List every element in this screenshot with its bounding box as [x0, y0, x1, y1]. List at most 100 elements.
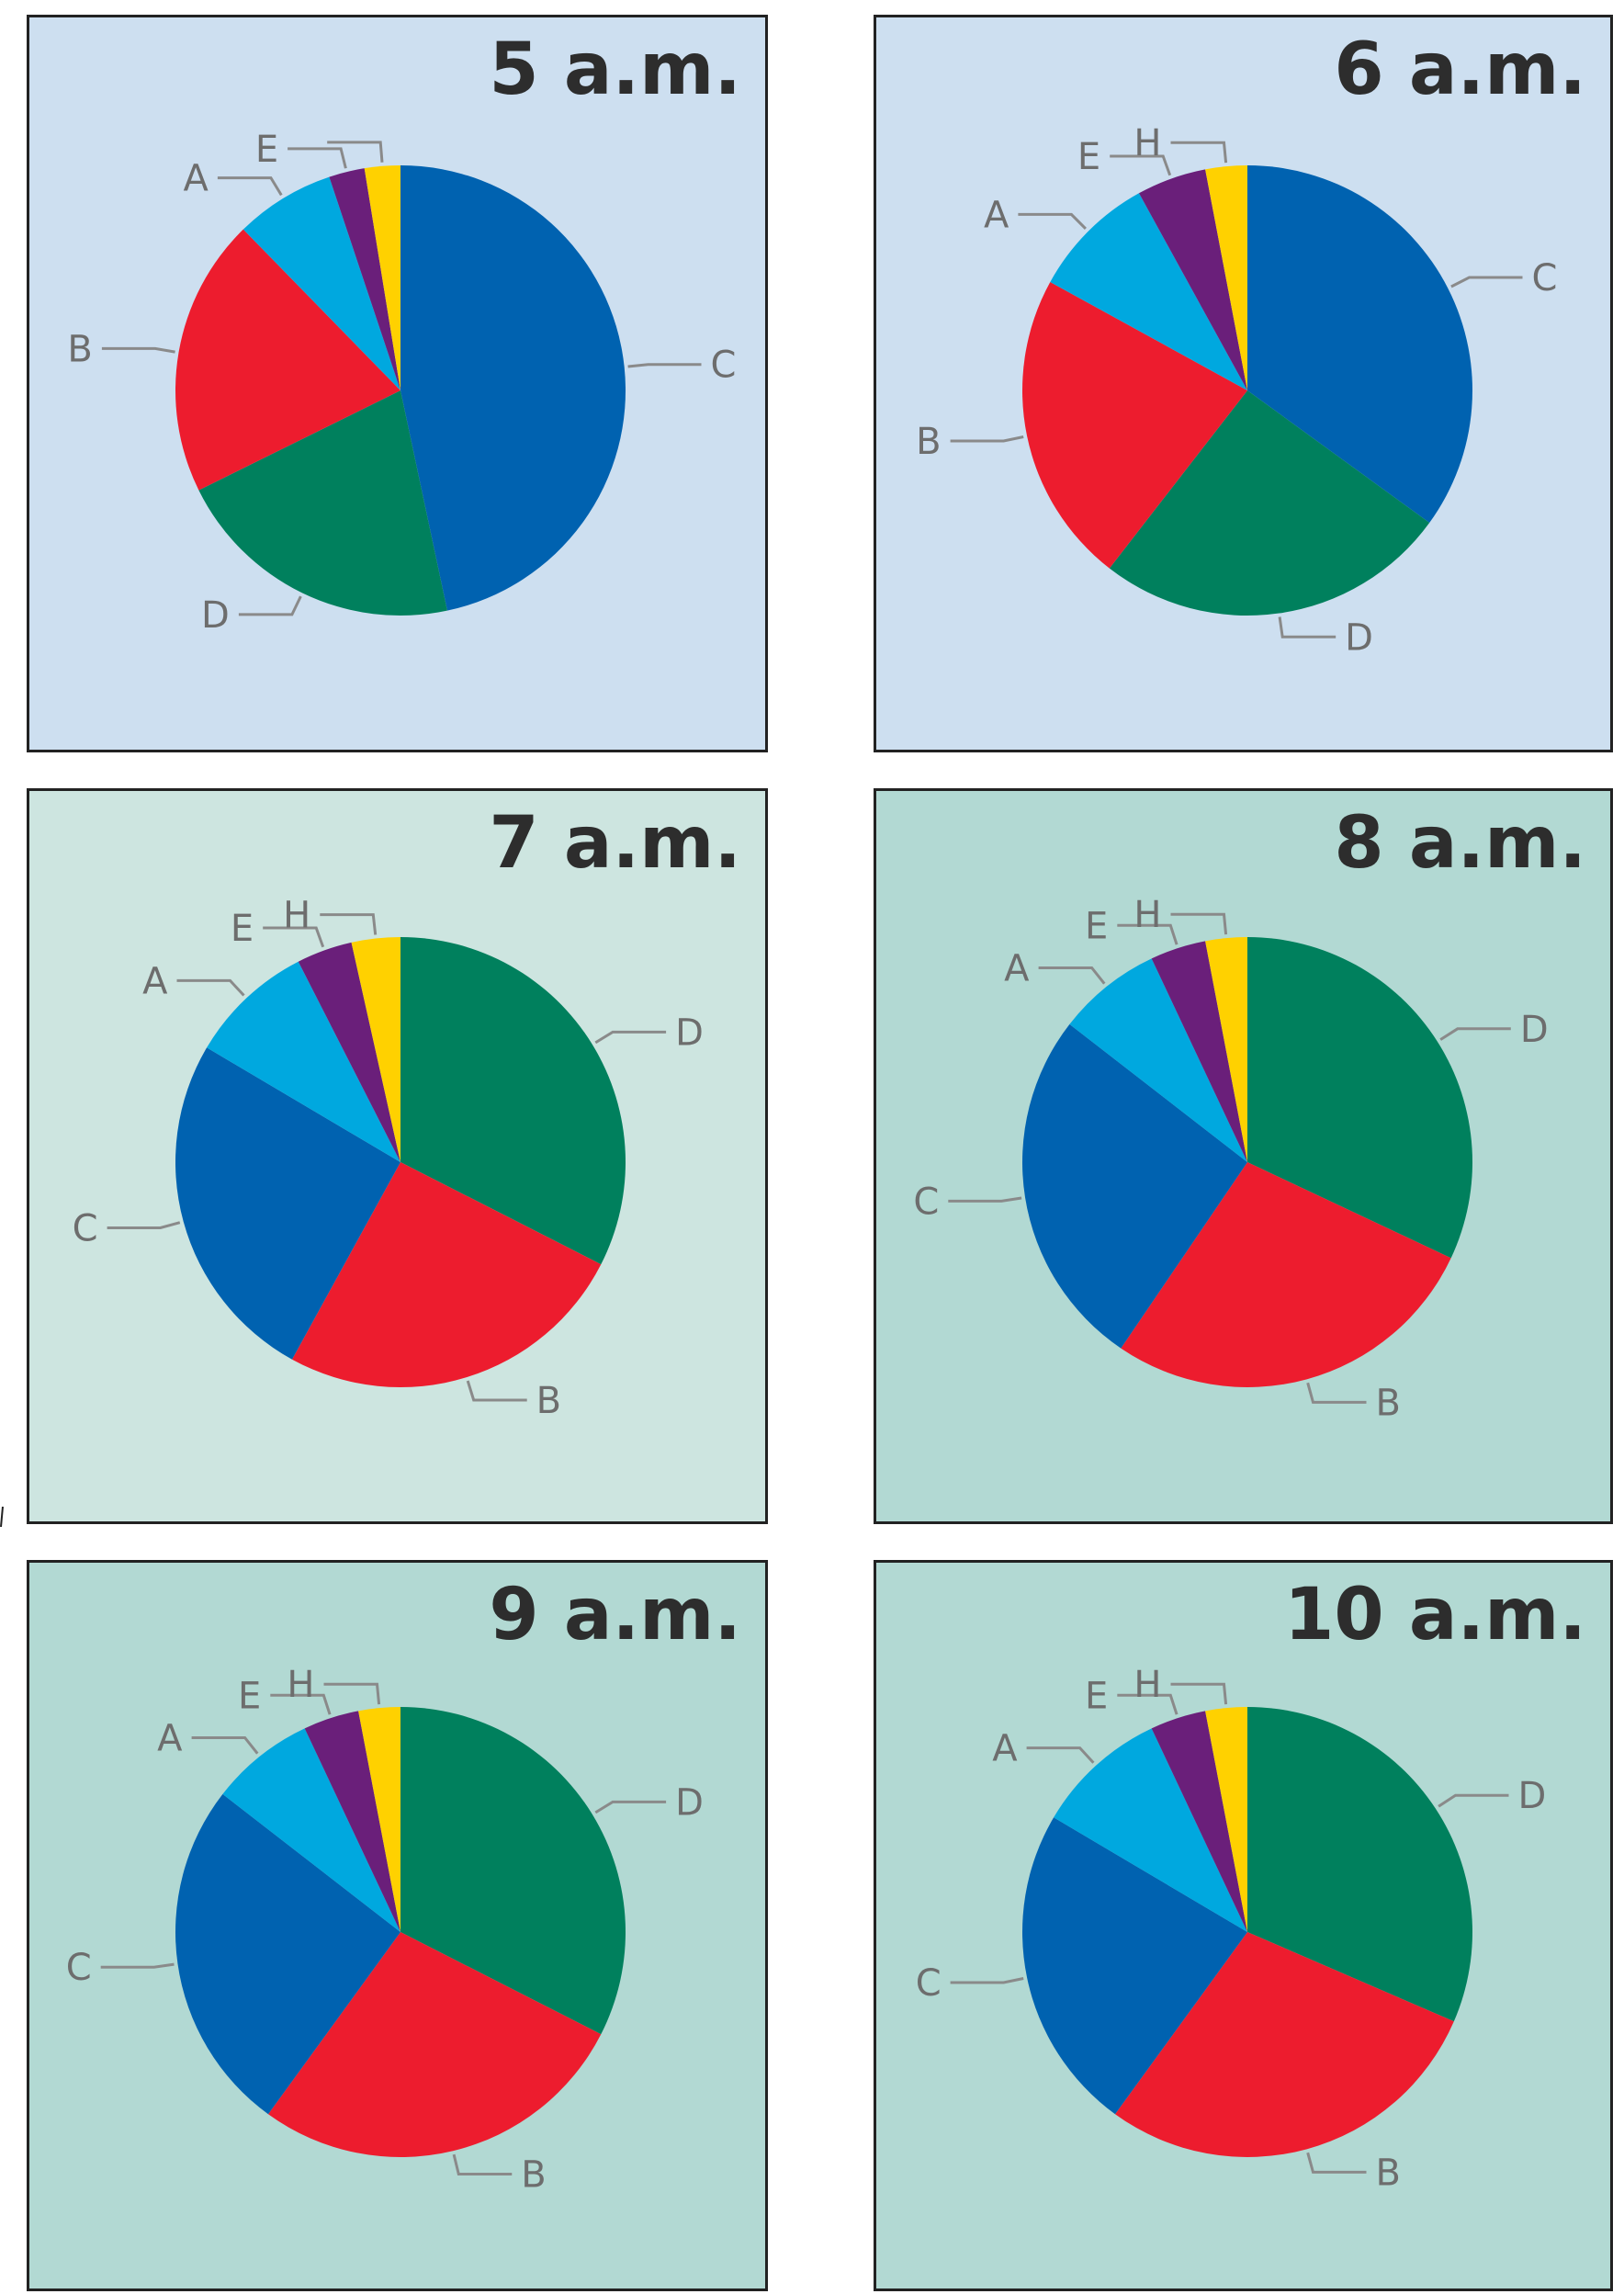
- pie-chart: D B C A E H: [73, 895, 704, 1422]
- pie-slice-d: [1247, 1707, 1472, 2022]
- pie-slice-a: [222, 1728, 400, 1932]
- leader-line: [320, 913, 378, 935]
- pie-slice-c: [1021, 1817, 1247, 2115]
- leader-line: [594, 1030, 667, 1045]
- pie-slice-e: [1151, 1711, 1247, 1932]
- slice-label-a: A: [1004, 948, 1030, 990]
- leader-line: [950, 435, 1024, 443]
- pie-slice-e: [1138, 169, 1247, 390]
- leader-line: [948, 1196, 1022, 1203]
- slice-label-c: C: [711, 345, 737, 387]
- leader-line: [1170, 141, 1228, 164]
- pie-slice-a: [1054, 1728, 1247, 1932]
- leader-line: [466, 1380, 527, 1402]
- pie-slice-b: [175, 229, 400, 491]
- pie-slice-e: [329, 168, 400, 390]
- pie-chart: C D B A E H: [916, 122, 1557, 659]
- leader-line: [176, 978, 245, 997]
- slice-label-e: E: [1085, 1675, 1108, 1717]
- stray-mark: [0, 1507, 4, 1527]
- leader-line: [627, 363, 702, 368]
- slice-label-a: A: [142, 960, 168, 1002]
- slice-label-b: B: [521, 2154, 546, 2197]
- slice-label-h: H: [1133, 122, 1161, 164]
- slice-label-b: B: [536, 1380, 561, 1422]
- chart-title: 6 a.m.: [1334, 28, 1586, 111]
- slice-label-h: H: [287, 1664, 314, 1706]
- leader-line: [594, 1800, 667, 1814]
- pie-chart: C D B A E: [67, 129, 737, 637]
- leader-line: [950, 1977, 1024, 1984]
- pie-slice-c: [175, 1793, 400, 2115]
- slice-label-c: C: [916, 1962, 942, 2005]
- chart-title: 9 a.m.: [489, 1574, 741, 1656]
- chart-title: 7 a.m.: [489, 802, 741, 885]
- leader-line: [1117, 923, 1179, 945]
- chart-title: 5 a.m.: [489, 28, 741, 111]
- slice-label-c: C: [73, 1208, 98, 1250]
- slice-label-c: C: [1531, 257, 1557, 299]
- pie-slice-d: [400, 937, 626, 1265]
- pie-slice-c: [1247, 165, 1473, 524]
- leader-line: [191, 1736, 259, 1755]
- slice-label-e: E: [1085, 905, 1108, 947]
- leader-line: [270, 1693, 332, 1715]
- slice-label-c: C: [66, 1947, 92, 1989]
- slice-label-d: D: [201, 594, 230, 637]
- slice-label-e: E: [255, 129, 278, 171]
- leader-line: [1018, 212, 1087, 230]
- pie-chart: D B C A E H: [66, 1664, 704, 2197]
- slice-label-b: B: [1376, 1382, 1401, 1424]
- leader-line: [1278, 616, 1336, 638]
- leader-line: [1438, 1793, 1509, 1808]
- slice-label-a: A: [183, 158, 209, 200]
- slice-label-a: A: [984, 194, 1009, 236]
- pie-slice-d: [400, 1707, 626, 2035]
- leader-line: [1450, 276, 1523, 288]
- slice-label-h: H: [1133, 894, 1161, 936]
- leader-line: [288, 147, 347, 169]
- pie-slice-a: [242, 176, 400, 390]
- leader-line: [1170, 912, 1228, 935]
- pie-slice-a: [1050, 193, 1247, 390]
- slice-label-d: D: [1520, 1009, 1549, 1051]
- leader-line: [263, 926, 325, 948]
- pie-slice-c: [175, 1047, 400, 1360]
- leader-line: [323, 1682, 381, 1705]
- pie-slice-e: [304, 1711, 400, 1932]
- pie-slice-b: [267, 1932, 602, 2158]
- slice-label-d: D: [1345, 616, 1373, 659]
- slice-label-e: E: [231, 908, 254, 950]
- slice-label-e: E: [238, 1675, 261, 1717]
- slice-label-d: D: [1518, 1775, 1547, 1817]
- pie-slice-b: [1021, 281, 1247, 569]
- pie-slice-b: [1114, 1932, 1454, 2158]
- pie-slice-e: [298, 942, 400, 1162]
- leader-line: [1038, 966, 1106, 985]
- slice-label-b: B: [916, 421, 941, 463]
- slice-label-c: C: [913, 1181, 939, 1223]
- leader-line: [1117, 1693, 1179, 1715]
- leader-line: [101, 346, 175, 354]
- chart-title: 10 a.m.: [1284, 1574, 1586, 1656]
- pie-slice-h: [358, 1707, 400, 1932]
- pie-slice-h: [1205, 937, 1247, 1162]
- pie-slice-d: [1109, 390, 1430, 616]
- pie-slice-unlabeled: [364, 165, 400, 390]
- pie-slice-b: [291, 1162, 602, 1388]
- slice-label-a: A: [157, 1718, 183, 1760]
- pie-slice-h: [1205, 165, 1247, 390]
- leader-line: [1170, 1682, 1228, 1705]
- leader-line: [1439, 1027, 1511, 1041]
- pie-slice-d: [1247, 937, 1472, 1259]
- chart-panel-5am: 5 a.m. C D B A E: [27, 15, 768, 752]
- slice-label-e: E: [1077, 136, 1100, 178]
- pie-chart: D B C A E H: [913, 894, 1549, 1424]
- slice-label-b: B: [1376, 2152, 1401, 2194]
- leader-line: [1306, 2152, 1367, 2174]
- pie-slice-d: [198, 390, 447, 616]
- pie-chart: D B C A E H: [916, 1664, 1547, 2194]
